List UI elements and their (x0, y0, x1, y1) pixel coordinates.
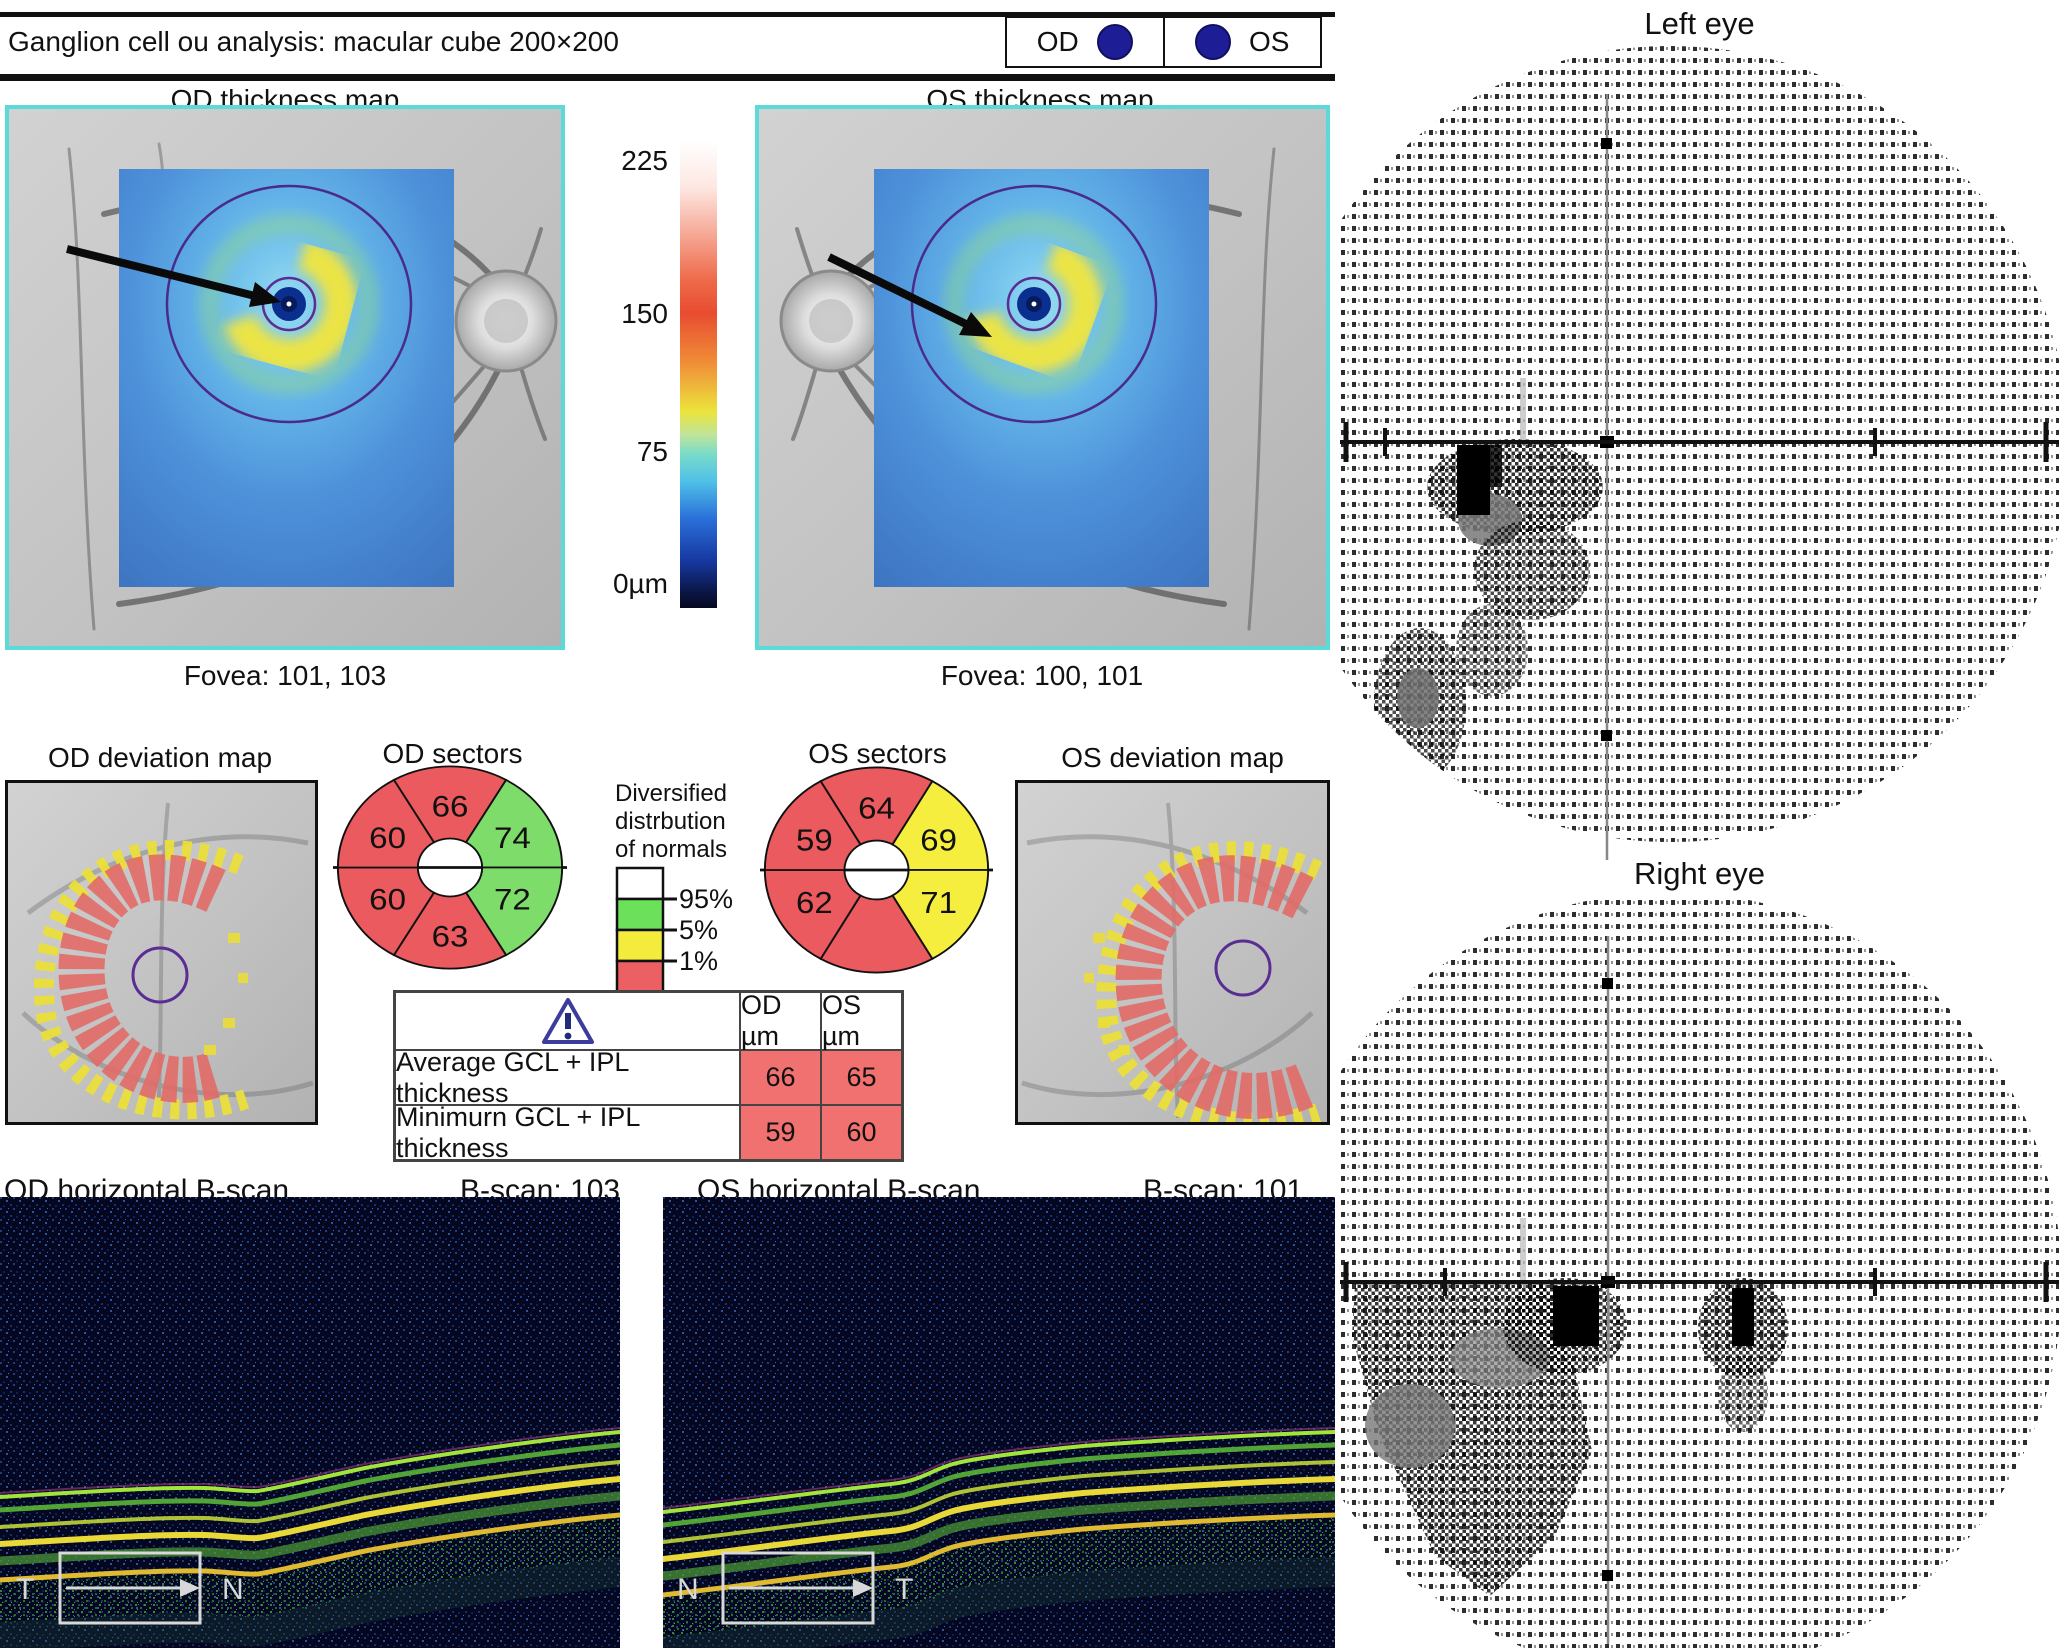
os-dir-right-label: T (895, 1573, 913, 1606)
row-average-od: 66 (740, 1050, 821, 1105)
left-eye-title: Left eye (1644, 6, 1755, 41)
od-deviation-red (58, 854, 226, 1103)
normals-legend: Diversified distrbution of normals 95% 5… (615, 780, 785, 1010)
right-eye-scotoma-nasal (1553, 1286, 1599, 1346)
legend-color-stack: 95% 5% 1% (615, 866, 733, 994)
od-thickness-map (5, 105, 565, 650)
row-minimum-os: 60 (821, 1105, 902, 1160)
left-eye-stipple (1340, 46, 2059, 842)
os-bscan-image: N T (663, 1197, 1335, 1648)
col-header-od: OD µm (740, 990, 821, 1051)
os-sector-superior: 64 (858, 791, 895, 825)
os-selector-label: OS (1249, 26, 1290, 57)
od-sector-inferior: 63 (432, 919, 469, 953)
right-eye-stipple (1340, 896, 2059, 1648)
os-deviation-red (1115, 855, 1315, 1119)
legend-title-line1: Diversified (615, 780, 728, 807)
od-sector-superonasal: 60 (369, 821, 406, 855)
od-deviation-yellow (33, 840, 250, 1120)
legend-1: 1% (679, 946, 718, 976)
scale-150: 150 (621, 298, 668, 329)
os-deviation-map (1015, 780, 1330, 1133)
od-sectors-title: OD sectors (382, 738, 523, 769)
od-deviation-fovea-circle (131, 946, 189, 1004)
od-selector[interactable]: OD (1007, 18, 1163, 66)
os-dir-left-label: N (677, 1573, 699, 1606)
od-deviation-title: OD deviation map (47, 742, 273, 773)
legend-title-line2: distrbution (615, 808, 726, 835)
warning-icon (541, 998, 594, 1044)
os-fovea-arrow (827, 253, 992, 337)
od-dir-right-label: N (222, 1573, 244, 1606)
scale-gradient-bar (680, 140, 717, 608)
row-minimum-od: 59 (740, 1105, 821, 1160)
left-eye-field (1340, 46, 2059, 860)
od-fovea-label: Fovea: 101, 103 (183, 660, 387, 691)
warning-cell (395, 992, 740, 1050)
os-thickness-map-graphic (759, 109, 1326, 646)
row-average-os: 65 (821, 1050, 902, 1105)
eye-selector: OD OS (1005, 16, 1322, 68)
legend-5: 5% (679, 915, 718, 945)
od-orientation-indicator: T N (16, 1551, 244, 1625)
selector-divider (1162, 18, 1165, 66)
od-sector-inferotemporal: 72 (494, 882, 531, 916)
od-bscan-image: T N (0, 1197, 620, 1648)
left-eye-scotoma (1457, 445, 1490, 515)
os-orientation-indicator: N T (677, 1551, 913, 1625)
od-radio-icon[interactable] (1096, 24, 1133, 60)
os-thickness-map (755, 105, 1330, 650)
os-sectors-title: OS sectors (808, 738, 947, 769)
os-sectors-chart: 64 69 71 62 59 (760, 766, 993, 974)
scale-225: 225 (621, 145, 668, 176)
od-sector-superior: 66 (432, 789, 469, 823)
os-selector[interactable]: OS (1165, 18, 1321, 66)
report-title: Ganglion cell ou analysis: macular cube … (8, 26, 619, 57)
os-deviation-title: OS deviation map (1061, 742, 1284, 773)
od-sectors-chart: 66 74 72 63 60 60 (333, 765, 567, 970)
os-radio-icon[interactable] (1195, 24, 1232, 60)
os-sector-superonasal: 69 (920, 823, 957, 857)
od-sector-inferonasal: 60 (369, 882, 406, 916)
os-sector-inferonasal: 71 (920, 885, 957, 919)
od-dir-left-label: T (16, 1573, 34, 1606)
od-sector-superotemporal: 74 (494, 821, 531, 855)
thickness-scale: 225 150 75 0µm (595, 105, 740, 665)
legend-title-line3: of normals (615, 836, 728, 863)
od-deviation-map (5, 780, 318, 1125)
scale-75: 75 (636, 436, 668, 467)
scale-0um: 0µm (612, 568, 668, 599)
header-top-rule (0, 12, 1335, 17)
right-eye-scotoma-temporal (1732, 1288, 1754, 1346)
os-fovea-label: Fovea: 100, 101 (940, 660, 1144, 691)
od-thickness-map-graphic (9, 109, 561, 646)
right-eye-field (1340, 896, 2059, 1648)
od-selector-label: OD (1036, 26, 1079, 57)
row-average-label: Average GCL + IPL thickness (395, 1047, 740, 1108)
od-fovea-arrow (66, 245, 281, 307)
header-bottom-rule (0, 74, 1335, 81)
os-sector-inferotemporal: 62 (796, 885, 833, 919)
right-eye-title: Right eye (1634, 856, 1765, 891)
os-deviation-fovea-circle (1214, 939, 1272, 997)
row-minimum-label: Minimurn GCL + IPL thickness (395, 1102, 740, 1163)
gcl-table: OD µm OS µm Average GCL + IPL thickness … (393, 990, 904, 1163)
legend-95: 95% (679, 884, 733, 914)
col-header-os: OS µm (821, 990, 902, 1051)
os-sector-superotemporal: 59 (796, 823, 833, 857)
